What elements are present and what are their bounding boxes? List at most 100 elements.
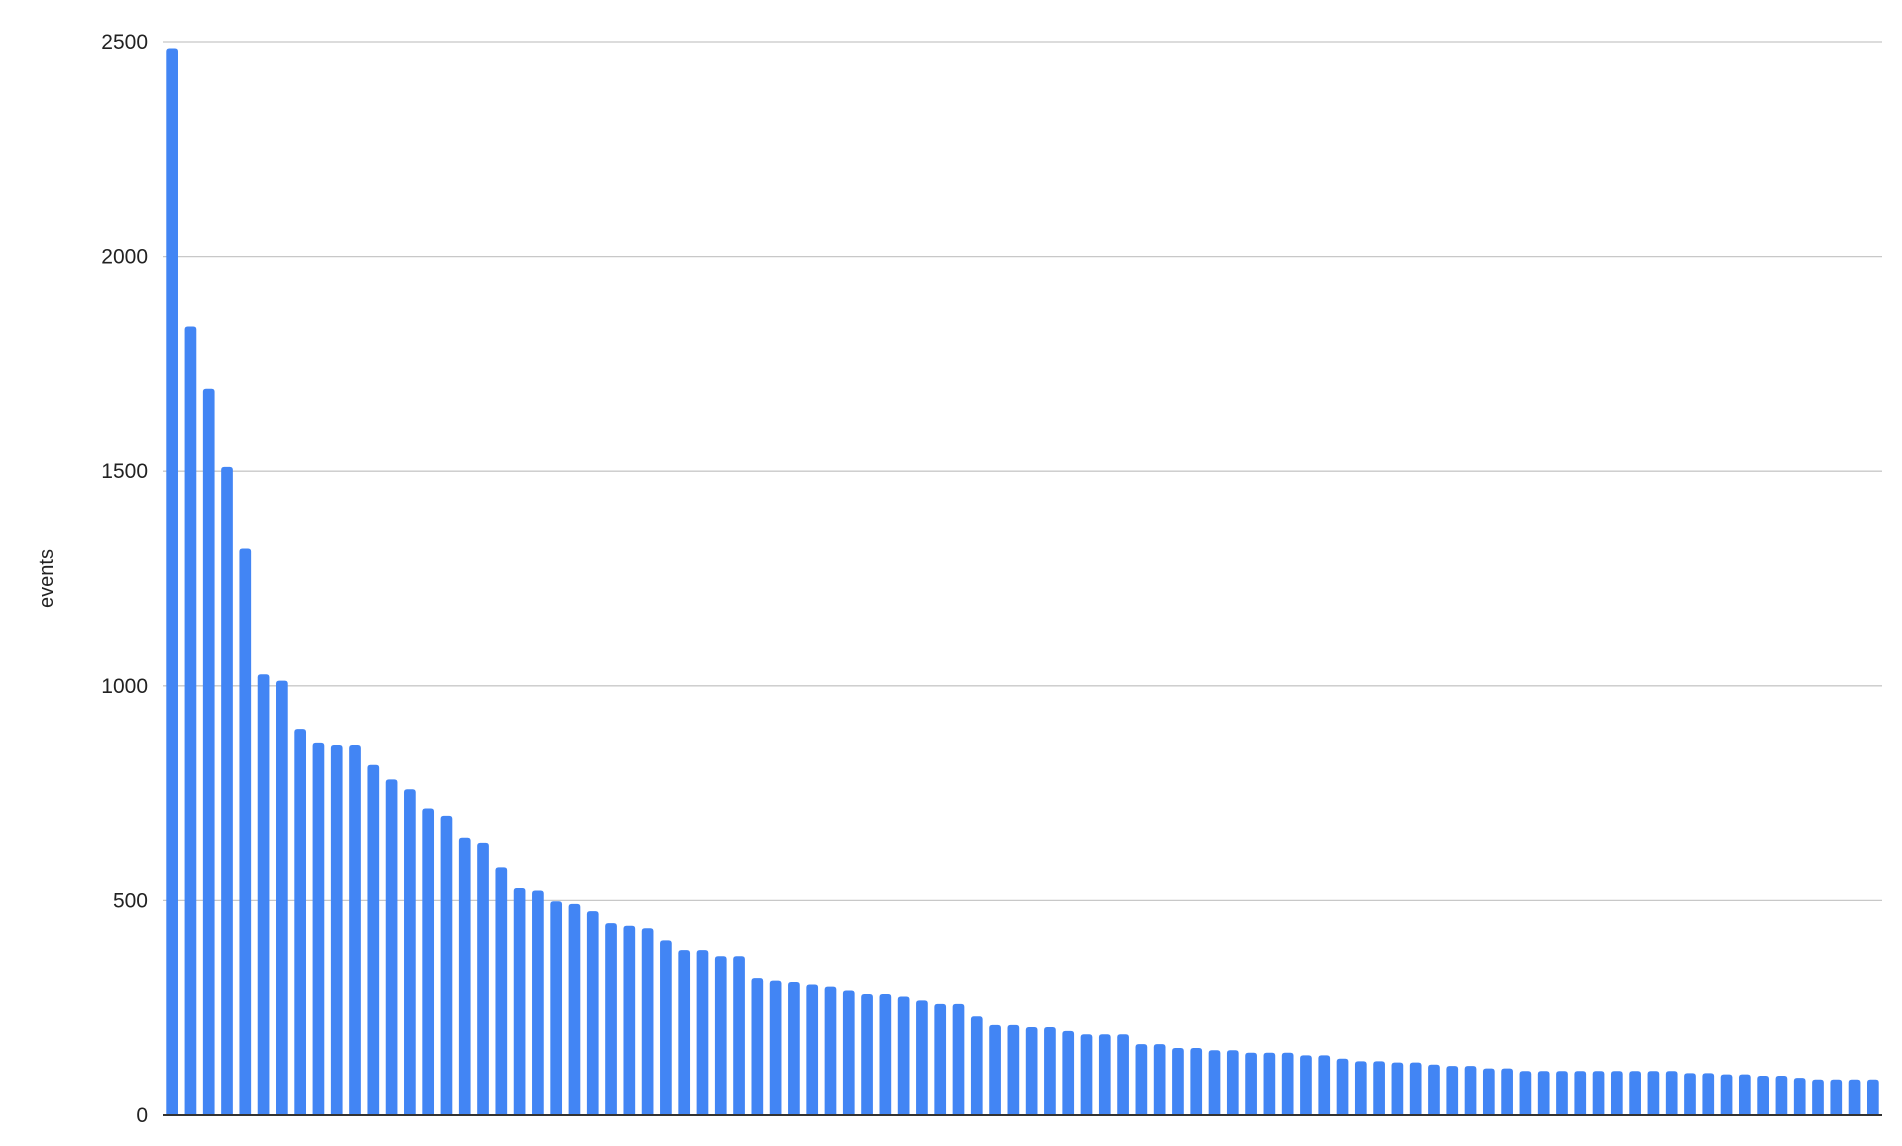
- bar: [1007, 1024, 1020, 1115]
- bar: [1263, 1052, 1276, 1115]
- bar: [477, 842, 489, 1115]
- bar: [404, 789, 416, 1115]
- bar: [349, 745, 361, 1115]
- bar: [586, 911, 599, 1115]
- bar: [678, 950, 691, 1115]
- bar: [1830, 1079, 1843, 1115]
- bar: [714, 956, 727, 1115]
- bar: [1391, 1062, 1404, 1115]
- bar: [1574, 1071, 1587, 1115]
- bar: [184, 326, 197, 1116]
- bar: [440, 815, 453, 1115]
- bar: [385, 779, 398, 1115]
- bar: [367, 764, 380, 1115]
- bar: [532, 890, 544, 1115]
- bar: [788, 981, 800, 1115]
- bar: [1629, 1071, 1641, 1115]
- y-axis-label: events: [36, 549, 58, 608]
- bar: [1647, 1071, 1660, 1115]
- bar: [239, 548, 252, 1115]
- bar: [806, 984, 819, 1115]
- bar: [1464, 1066, 1477, 1115]
- bar: [1775, 1075, 1788, 1115]
- bar: [769, 980, 782, 1115]
- bar: [221, 466, 233, 1116]
- bar: [550, 901, 563, 1115]
- bar: [989, 1024, 1001, 1115]
- y-tick-label: 0: [136, 1104, 148, 1127]
- bar: [1428, 1064, 1440, 1115]
- bar: [1281, 1052, 1294, 1115]
- bar: [257, 674, 270, 1115]
- bar: [1812, 1079, 1824, 1115]
- bar: [897, 996, 910, 1115]
- y-tick-label: 1000: [101, 675, 148, 698]
- bar: [458, 837, 471, 1115]
- bar: [1556, 1071, 1568, 1115]
- bar: [1738, 1074, 1751, 1115]
- bar: [641, 928, 654, 1115]
- bar: [1702, 1073, 1715, 1115]
- bars: [166, 48, 1879, 1116]
- y-tick-label: 2500: [101, 31, 148, 54]
- bar: [1409, 1062, 1422, 1115]
- bar: [1501, 1068, 1513, 1115]
- bar: [1867, 1079, 1879, 1115]
- bar: [1080, 1034, 1093, 1115]
- bar: [1793, 1078, 1806, 1115]
- bar: [934, 1003, 947, 1115]
- bar: [733, 956, 745, 1115]
- bar: [842, 990, 855, 1115]
- bar: [1482, 1068, 1495, 1115]
- bar: [1336, 1058, 1349, 1115]
- bar: [1098, 1034, 1111, 1115]
- y-tick-label: 500: [113, 889, 148, 912]
- bar: [1519, 1071, 1532, 1115]
- bar: [1190, 1048, 1203, 1115]
- bar: [1446, 1066, 1459, 1115]
- gridlines: [163, 41, 1882, 902]
- bar: [660, 940, 672, 1115]
- bar: [861, 993, 873, 1115]
- bar: [294, 729, 307, 1115]
- bar: [751, 978, 764, 1115]
- bar: [696, 950, 709, 1115]
- bar: [513, 887, 526, 1115]
- bar: [1300, 1055, 1312, 1115]
- bar: [1117, 1034, 1129, 1115]
- bar: [1318, 1055, 1331, 1115]
- y-tick-label: 1500: [101, 460, 148, 483]
- bar: [1245, 1052, 1257, 1115]
- bar: [1208, 1050, 1221, 1115]
- bar: [330, 745, 343, 1115]
- bar: [970, 1016, 983, 1115]
- bar: [605, 923, 617, 1115]
- bar: [916, 1000, 928, 1115]
- bar: [1373, 1061, 1385, 1115]
- bar: [1592, 1071, 1605, 1115]
- bar: [1172, 1048, 1184, 1115]
- bar: [422, 808, 435, 1115]
- bar: [495, 867, 508, 1115]
- bar: [1848, 1079, 1861, 1115]
- bar: [166, 48, 178, 1116]
- bar: [1226, 1050, 1239, 1115]
- bar: [952, 1003, 965, 1115]
- bar: [1757, 1075, 1769, 1115]
- bar: [1684, 1073, 1696, 1115]
- bar: [1665, 1071, 1678, 1115]
- bar: [1135, 1044, 1148, 1115]
- bar: [202, 388, 215, 1116]
- bar: [623, 925, 636, 1115]
- bar: [1153, 1044, 1166, 1115]
- y-axis-ticks: 0 500 1000 1500 2000 2500: [101, 31, 148, 1127]
- bar: [1354, 1061, 1367, 1115]
- bar: [568, 903, 581, 1115]
- bar: [824, 986, 837, 1115]
- bar: [312, 742, 325, 1115]
- y-tick-label: 2000: [101, 246, 148, 269]
- bar: [1044, 1027, 1056, 1115]
- bar: [1537, 1071, 1550, 1115]
- bar: [879, 993, 892, 1115]
